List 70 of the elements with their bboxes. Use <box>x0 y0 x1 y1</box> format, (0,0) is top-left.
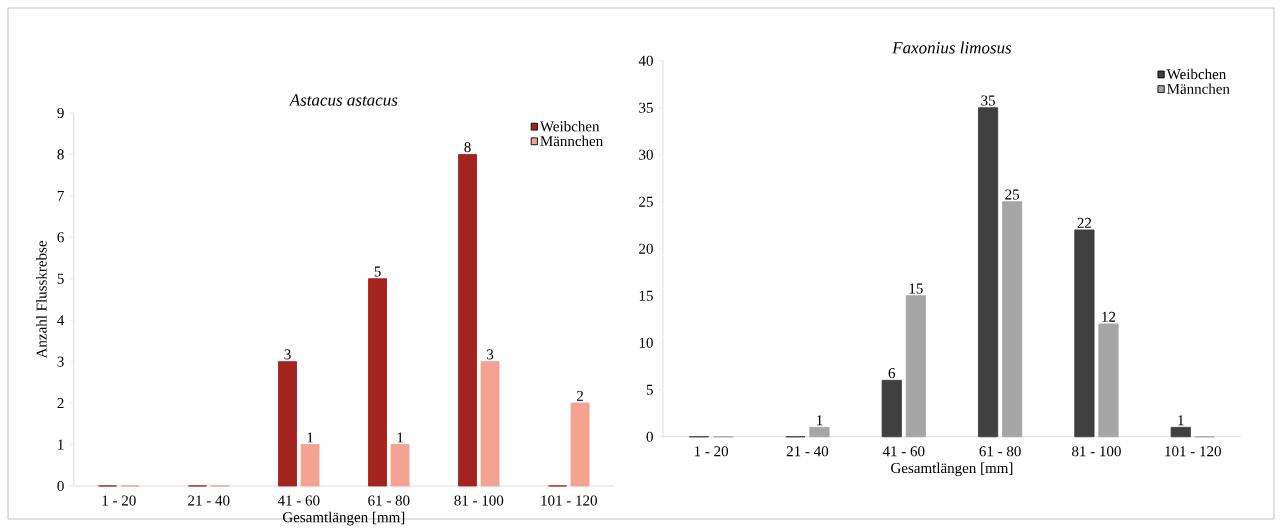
data-label: 5 <box>374 266 381 277</box>
x-tick-label: 21 - 40 <box>188 495 230 506</box>
bar <box>458 153 478 487</box>
data-label: 2 <box>576 390 583 401</box>
data-label: 3 <box>284 349 291 360</box>
bar <box>300 443 320 487</box>
data-label: 1 <box>817 415 823 425</box>
x-tick-label: 81 - 100 <box>1072 446 1121 457</box>
y-tick-label: 3 <box>57 356 64 367</box>
legend-label: Weibchen <box>539 120 600 132</box>
y-axis-title: Anzahl Flusskrebse <box>36 240 47 359</box>
legend-label: Männchen <box>540 135 603 146</box>
chart-title: Faxonius limosus <box>892 41 1012 54</box>
x-tick-label: 41 - 60 <box>882 446 925 457</box>
bar <box>368 278 388 487</box>
y-tick-label: 5 <box>646 384 653 395</box>
bar <box>570 402 590 487</box>
x-tick-label: 81 - 100 <box>454 495 504 506</box>
y-tick-label: 8 <box>57 149 64 160</box>
bar <box>390 443 410 487</box>
x-tick-label: 61 - 80 <box>368 495 410 506</box>
data-label: 1 <box>1178 415 1184 425</box>
data-label: 25 <box>1005 189 1020 200</box>
bar <box>809 426 830 438</box>
bar <box>977 107 999 438</box>
bar <box>1098 323 1119 438</box>
x-tick-label: 101 - 120 <box>1165 446 1221 457</box>
x-tick-label: 1 - 20 <box>694 446 729 457</box>
data-label: 22 <box>1077 217 1092 228</box>
y-tick-label: 20 <box>639 243 653 254</box>
data-label: 12 <box>1102 311 1116 322</box>
x-axis-title: Gesamtlängen [mm] <box>282 511 405 526</box>
x-axis-title: Gesamtlängen [mm] <box>891 462 1013 476</box>
y-tick-label: 30 <box>639 149 653 160</box>
data-label: 3 <box>487 349 494 360</box>
y-tick-label: 2 <box>57 397 64 408</box>
y-tick-label: 10 <box>639 337 653 348</box>
chart-title: Astacus astacus <box>288 94 398 106</box>
y-tick-label: 6 <box>57 232 64 243</box>
legend-label: Männchen <box>1167 83 1230 94</box>
y-tick-label: 15 <box>639 290 653 301</box>
bar <box>1074 229 1095 438</box>
bar <box>905 295 926 438</box>
bar <box>480 360 500 487</box>
data-label: 8 <box>464 141 471 153</box>
bar <box>278 360 298 487</box>
y-tick-label: 35 <box>639 102 653 113</box>
y-tick-label: 40 <box>638 55 653 66</box>
bar <box>1002 201 1023 438</box>
y-tick-label: 7 <box>57 190 64 201</box>
bar <box>881 379 902 438</box>
data-label: 35 <box>981 95 995 106</box>
y-tick-label: 5 <box>57 273 64 284</box>
y-tick-label: 0 <box>646 431 653 442</box>
y-tick-label: 25 <box>639 196 653 207</box>
x-tick-label: 101 - 120 <box>541 495 597 506</box>
legend-label: Weibchen <box>1166 68 1227 80</box>
x-tick-label: 41 - 60 <box>277 495 320 506</box>
bar <box>1170 426 1191 438</box>
data-label: 1 <box>307 432 313 443</box>
x-tick-label: 1 - 20 <box>102 495 136 506</box>
x-tick-label: 21 - 40 <box>786 446 829 457</box>
y-tick-label: 4 <box>57 315 65 325</box>
data-label: 1 <box>397 432 403 443</box>
y-tick-label: 9 <box>57 107 64 118</box>
data-label: 15 <box>909 283 923 294</box>
y-tick-label: 1 <box>58 439 64 450</box>
data-label: 6 <box>888 367 896 378</box>
y-tick-label: 0 <box>57 480 64 491</box>
x-tick-label: 61 - 80 <box>979 446 1021 457</box>
